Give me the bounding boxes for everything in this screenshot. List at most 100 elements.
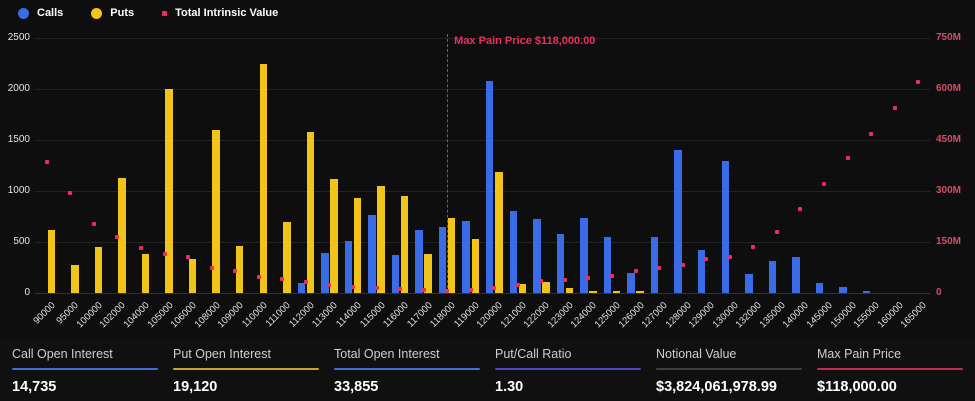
puts-bar-125000[interactable] [612, 290, 621, 293]
intrinsic-value-dot-125000[interactable] [610, 273, 615, 278]
calls-bar-145000[interactable] [815, 282, 824, 293]
stat-put-call-ratio: Put/Call Ratio 1.30 [495, 347, 641, 401]
puts-bar-118000[interactable] [447, 217, 456, 293]
intrinsic-value-dot-114000[interactable] [350, 284, 355, 289]
intrinsic-value-dot-127000[interactable] [657, 265, 662, 270]
intrinsic-value-dot-116000[interactable] [398, 287, 403, 292]
intrinsic-value-dot-90000[interactable] [44, 159, 49, 164]
intrinsic-value-dot-106000[interactable] [186, 255, 191, 260]
calls-bar-125000[interactable] [603, 236, 612, 293]
intrinsic-value-dot-130000[interactable] [727, 254, 732, 259]
intrinsic-value-dot-145000[interactable] [822, 182, 826, 187]
stat-value: 19,120 [173, 379, 218, 395]
calls-bar-126000[interactable] [627, 272, 635, 293]
calls-bar-129000[interactable] [697, 250, 706, 293]
legend-label-intrinsic-value: Total Intrinsic Value [175, 7, 279, 19]
stat-accent-rule [173, 368, 319, 370]
puts-bar-119000[interactable] [471, 238, 480, 293]
puts-bar-117000[interactable] [424, 254, 432, 293]
intrinsic-value-dot-95000[interactable] [68, 191, 73, 196]
puts-bar-110000[interactable] [259, 63, 268, 293]
intrinsic-value-dot-165000[interactable] [916, 80, 921, 85]
intrinsic-value-dot-119000[interactable] [468, 287, 473, 292]
puts-bar-113000[interactable] [330, 178, 338, 293]
calls-bar-115000[interactable] [368, 215, 376, 293]
stat-put-open-interest: Put Open Interest 19,120 [173, 347, 319, 401]
calls-bar-116000[interactable] [391, 255, 400, 293]
puts-bar-95000[interactable] [71, 265, 79, 293]
puts-bar-115000[interactable] [377, 185, 385, 293]
puts-bar-109000[interactable] [235, 246, 244, 293]
calls-bar-128000[interactable] [674, 150, 682, 293]
intrinsic-value-dot-105000[interactable] [162, 251, 167, 256]
puts-bar-90000[interactable] [47, 229, 56, 293]
puts-bar-122000[interactable] [542, 281, 550, 293]
intrinsic-value-dot-135000[interactable] [774, 229, 779, 234]
intrinsic-value-dot-100000[interactable] [91, 222, 96, 227]
legend-item-puts[interactable]: Puts [91, 7, 134, 19]
intrinsic-value-dot-113000[interactable] [327, 282, 332, 287]
intrinsic-value-dot-102000[interactable] [115, 235, 120, 240]
intrinsic-value-dot-123000[interactable] [562, 278, 567, 283]
calls-bar-122000[interactable] [533, 218, 541, 293]
puts-bar-116000[interactable] [400, 196, 409, 293]
calls-bar-130000[interactable] [721, 161, 729, 293]
puts-bar-124000[interactable] [589, 290, 597, 293]
puts-bar-114000[interactable] [353, 198, 362, 293]
puts-bar-100000[interactable] [94, 247, 103, 293]
intrinsic-value-dot-108000[interactable] [209, 266, 214, 271]
calls-bar-119000[interactable] [462, 220, 470, 293]
intrinsic-value-dot-112000[interactable] [303, 280, 308, 285]
intrinsic-value-dot-150000[interactable] [845, 156, 850, 161]
intrinsic-value-dot-115000[interactable] [374, 286, 379, 291]
calls-bar-155000[interactable] [862, 291, 871, 293]
intrinsic-value-dot-118000[interactable] [445, 288, 450, 293]
puts-bar-112000[interactable] [306, 131, 315, 293]
calls-bar-124000[interactable] [580, 217, 588, 293]
intrinsic-value-dot-110000[interactable] [256, 275, 261, 280]
puts-bar-108000[interactable] [212, 129, 220, 293]
intrinsic-value-dot-120000[interactable] [492, 286, 497, 291]
intrinsic-value-dot-128000[interactable] [680, 263, 685, 268]
calls-bar-127000[interactable] [650, 236, 659, 293]
intrinsic-value-dot-111000[interactable] [280, 277, 285, 282]
calls-bar-118000[interactable] [438, 226, 447, 293]
calls-bar-132000[interactable] [745, 273, 753, 293]
puts-bar-111000[interactable] [283, 221, 291, 293]
intrinsic-value-dot-129000[interactable] [704, 257, 709, 261]
puts-bar-126000[interactable] [636, 291, 644, 293]
intrinsic-value-dot-140000[interactable] [798, 207, 803, 212]
intrinsic-value-dot-122000[interactable] [539, 279, 544, 284]
intrinsic-value-dot-160000[interactable] [892, 106, 897, 111]
calls-bar-140000[interactable] [792, 257, 800, 293]
intrinsic-value-dot-126000[interactable] [633, 268, 638, 273]
puts-bar-106000[interactable] [188, 259, 197, 293]
puts-bar-104000[interactable] [141, 254, 150, 293]
puts-bar-121000[interactable] [518, 283, 527, 293]
calls-bar-113000[interactable] [321, 253, 329, 293]
calls-bar-120000[interactable] [485, 80, 494, 293]
intrinsic-value-dot-104000[interactable] [138, 246, 143, 251]
intrinsic-value-dot-132000[interactable] [751, 245, 756, 250]
calls-bar-114000[interactable] [344, 240, 353, 293]
gridline-0 [35, 293, 930, 294]
puts-marker-icon [91, 7, 103, 19]
puts-bar-105000[interactable] [165, 89, 173, 293]
calls-bar-112000[interactable] [297, 282, 306, 293]
y-axis-left-tick-2500: 2500 [7, 32, 30, 43]
intrinsic-value-dot-155000[interactable] [869, 131, 874, 136]
puts-bar-123000[interactable] [565, 287, 574, 293]
intrinsic-value-dot-117000[interactable] [421, 287, 426, 292]
calls-bar-117000[interactable] [415, 229, 423, 293]
calls-bar-135000[interactable] [768, 261, 777, 293]
calls-bar-150000[interactable] [839, 287, 847, 293]
puts-bar-120000[interactable] [495, 171, 503, 293]
legend-item-calls[interactable]: Calls [18, 7, 63, 19]
legend-item-intrinsic-value[interactable]: Total Intrinsic Value [162, 7, 278, 19]
intrinsic-value-dot-121000[interactable] [515, 282, 520, 287]
intrinsic-value-dot-124000[interactable] [586, 276, 591, 281]
calls-bar-121000[interactable] [509, 211, 518, 293]
calls-bar-123000[interactable] [556, 233, 565, 293]
intrinsic-value-dot-109000[interactable] [233, 268, 238, 273]
puts-bar-102000[interactable] [118, 177, 126, 293]
